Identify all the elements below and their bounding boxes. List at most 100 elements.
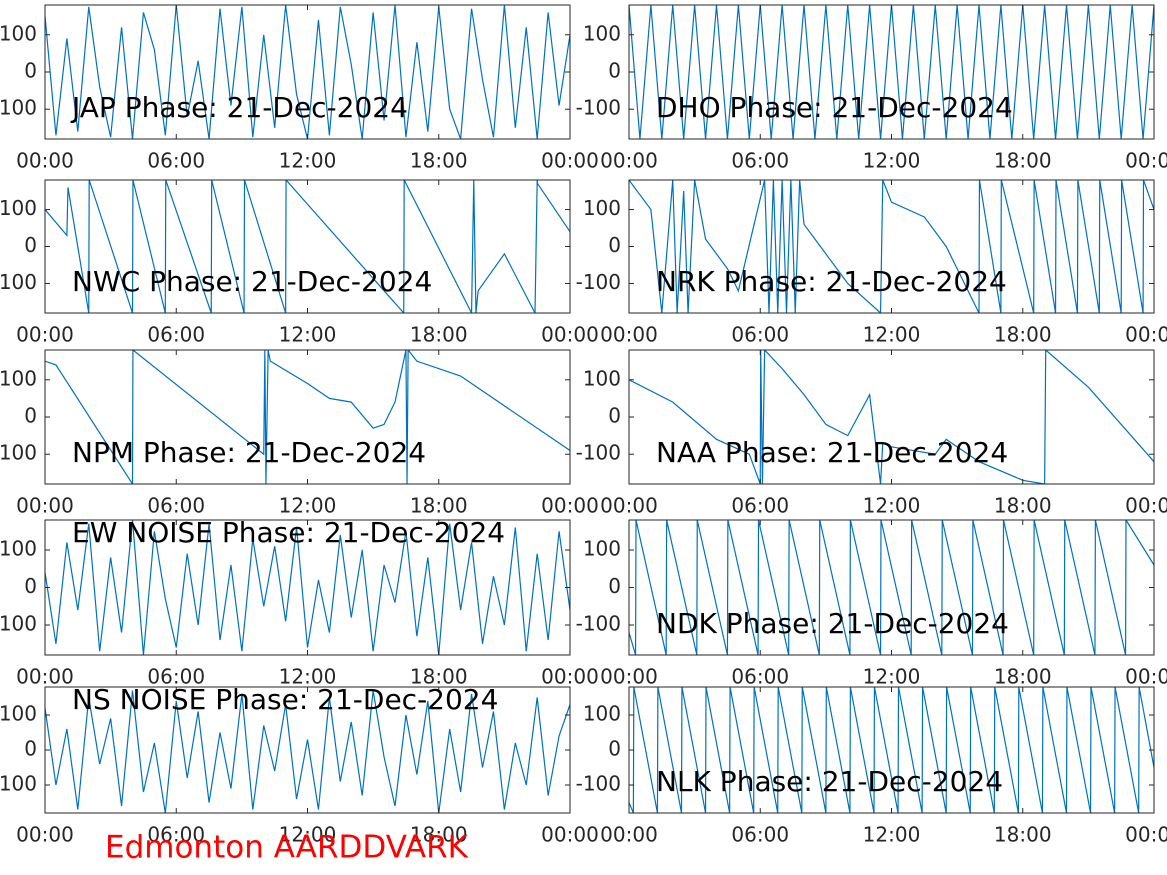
y-tick-label: 0 <box>608 59 621 83</box>
x-tick-label: 18:00 <box>994 823 1052 847</box>
x-tick-label: 12:00 <box>863 823 921 847</box>
x-tick-label: 06:00 <box>147 494 205 518</box>
x-tick-label: 18:00 <box>994 149 1052 173</box>
y-tick-label: -100 <box>576 441 621 465</box>
x-tick-label: 12:00 <box>279 665 337 689</box>
phase-line <box>45 5 570 139</box>
panel: -100 0 100 00:00 06:00 12:00 18:00 00:00 NPM Pha… <box>0 349 599 518</box>
panel-title: DHO Phase: 21-Dec-2024 <box>656 91 1013 124</box>
x-tick-label: 06:00 <box>731 823 789 847</box>
panel-title: NAA Phase: 21-Dec-2024 <box>656 436 1008 469</box>
x-tick-label: 06:00 <box>147 665 205 689</box>
x-tick-label: 06:00 <box>147 823 205 847</box>
y-tick-label: -100 <box>0 772 37 796</box>
x-tick-label: 18:00 <box>410 494 468 518</box>
x-tick-label: 00:00 <box>1125 823 1167 847</box>
x-tick-label: 12:00 <box>279 149 337 173</box>
plot-area <box>45 520 570 655</box>
x-tick-label: 00:00 <box>541 823 599 847</box>
y-tick-label: -100 <box>576 772 621 796</box>
y-tick-label: 0 <box>608 404 621 428</box>
panel: -100 0 100 00:00 06:00 12:00 18:00 00:00 DHO Pha… <box>576 4 1167 173</box>
x-tick-label: 00:00 <box>16 149 74 173</box>
x-tick-label: 18:00 <box>410 149 468 173</box>
x-tick-label: 00:00 <box>1125 665 1167 689</box>
y-tick-label: 100 <box>583 366 621 390</box>
y-tick-label: -100 <box>0 441 37 465</box>
panel-title: NWC Phase: 21-Dec-2024 <box>72 265 432 298</box>
x-tick-label: 00:00 <box>541 149 599 173</box>
y-tick-label: -100 <box>576 96 621 120</box>
y-tick-label: 0 <box>608 737 621 761</box>
x-tick-label: 18:00 <box>994 323 1052 347</box>
panel: -100 0 100 00:00 06:00 12:00 18:00 00:00 NLK Pha… <box>576 686 1167 847</box>
x-tick-label: 00:00 <box>541 323 599 347</box>
y-tick-label: 100 <box>583 702 621 726</box>
y-tick-label: 100 <box>583 21 621 45</box>
panel: -100 0 100 00:00 06:00 12:00 18:00 00:00 NS NOIS… <box>0 683 599 847</box>
plot-area <box>45 5 570 139</box>
phase-line <box>45 180 570 313</box>
x-tick-label: 12:00 <box>279 494 337 518</box>
panel: -100 0 100 00:00 06:00 12:00 18:00 00:00 NDK Pha… <box>576 519 1167 689</box>
y-tick-label: 0 <box>24 59 37 83</box>
x-tick-label: 00:00 <box>16 323 74 347</box>
x-tick-label: 12:00 <box>863 665 921 689</box>
phase-line <box>45 350 570 484</box>
panel: -100 0 100 00:00 06:00 12:00 18:00 00:00 NRK Pha… <box>576 179 1167 347</box>
panel-title: NRK Phase: 21-Dec-2024 <box>656 265 1007 298</box>
plot-area <box>629 350 1154 484</box>
panel-title: NPM Phase: 21-Dec-2024 <box>72 436 426 469</box>
y-tick-label: -100 <box>576 612 621 636</box>
plot-area <box>45 687 570 813</box>
panel-title: NS NOISE Phase: 21-Dec-2024 <box>72 683 498 716</box>
x-tick-label: 00:00 <box>600 149 658 173</box>
x-tick-label: 06:00 <box>731 149 789 173</box>
x-tick-label: 12:00 <box>279 323 337 347</box>
x-tick-label: 00:00 <box>600 665 658 689</box>
x-tick-label: 18:00 <box>410 665 468 689</box>
panel: -100 0 100 00:00 06:00 12:00 18:00 00:00 NWC Pha… <box>0 179 599 347</box>
x-tick-label: 06:00 <box>731 494 789 518</box>
x-tick-label: 18:00 <box>410 323 468 347</box>
panel: -100 0 100 00:00 06:00 12:00 18:00 00:00 EW NOIS… <box>0 516 599 689</box>
x-tick-label: 06:00 <box>731 665 789 689</box>
y-tick-label: 100 <box>0 366 37 390</box>
phase-line <box>629 350 1154 484</box>
x-tick-label: 00:00 <box>541 665 599 689</box>
phase-line <box>45 690 570 813</box>
y-tick-label: -100 <box>0 612 37 636</box>
y-tick-label: 0 <box>24 574 37 598</box>
x-tick-label: 18:00 <box>994 494 1052 518</box>
y-tick-label: -100 <box>576 270 621 294</box>
x-tick-label: 12:00 <box>863 149 921 173</box>
x-tick-label: 06:00 <box>147 323 205 347</box>
phase-line <box>629 520 1154 655</box>
x-tick-label: 12:00 <box>279 823 337 847</box>
panel-title: NLK Phase: 21-Dec-2024 <box>656 765 1003 798</box>
y-tick-label: 0 <box>24 233 37 257</box>
x-tick-label: 00:00 <box>1125 494 1167 518</box>
y-tick-label: -100 <box>0 270 37 294</box>
y-tick-label: 100 <box>583 196 621 220</box>
x-tick-label: 00:00 <box>600 823 658 847</box>
x-tick-label: 06:00 <box>731 323 789 347</box>
x-tick-label: 00:00 <box>600 323 658 347</box>
footer-label: Edmonton AARDDVARK <box>105 830 469 866</box>
x-tick-label: 00:00 <box>541 494 599 518</box>
panel: -100 0 100 00:00 06:00 12:00 18:00 00:00 JAP Pha… <box>0 4 599 173</box>
y-tick-label: 100 <box>0 537 37 561</box>
x-tick-label: 00:00 <box>1125 149 1167 173</box>
plot-area <box>629 5 1154 139</box>
x-tick-label: 18:00 <box>994 665 1052 689</box>
y-tick-label: 0 <box>608 574 621 598</box>
phase-line <box>629 687 1154 813</box>
y-tick-label: -100 <box>0 96 37 120</box>
plot-area <box>629 520 1154 655</box>
x-tick-label: 00:00 <box>16 823 74 847</box>
y-tick-label: 100 <box>0 21 37 45</box>
phase-line <box>45 520 570 655</box>
panel-title: JAP Phase: 21-Dec-2024 <box>70 91 408 124</box>
x-tick-label: 00:00 <box>600 494 658 518</box>
